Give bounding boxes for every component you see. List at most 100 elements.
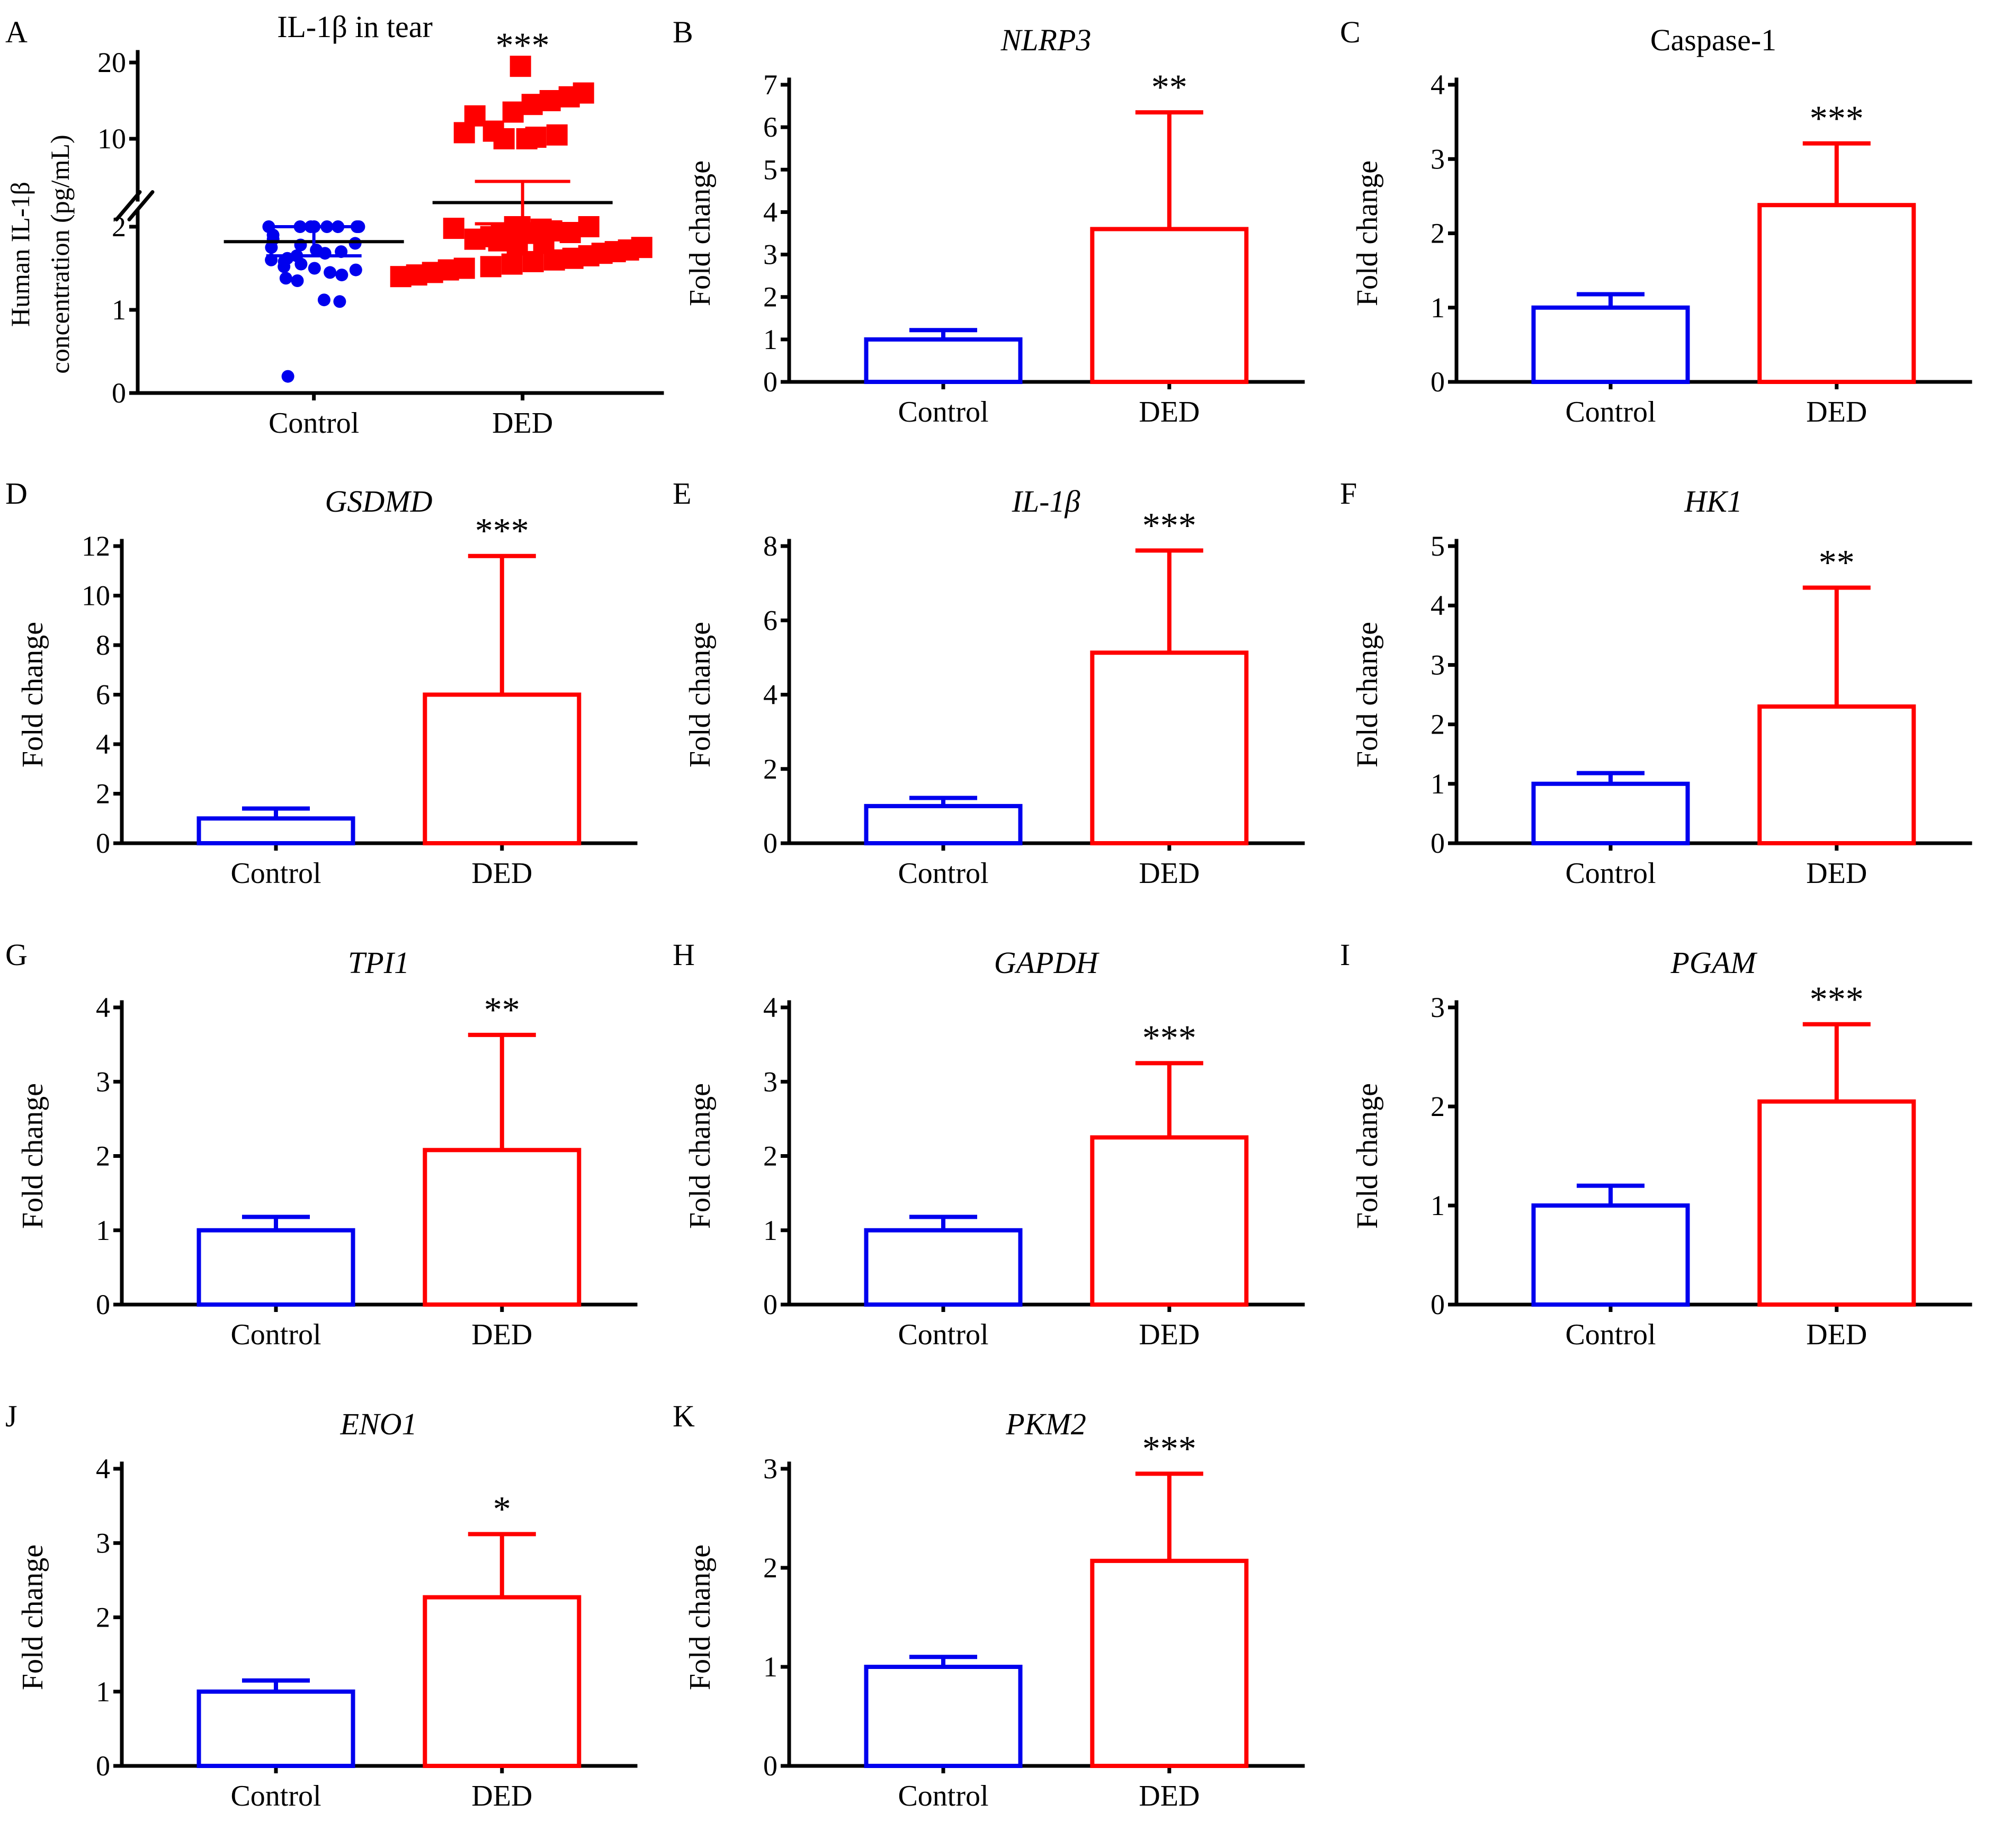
svg-text:Control: Control (1565, 396, 1656, 428)
svg-text:1: 1 (1431, 292, 1445, 324)
svg-text:5: 5 (1431, 530, 1445, 562)
svg-text:1: 1 (1431, 1190, 1445, 1221)
svg-text:DED: DED (471, 1780, 532, 1813)
svg-text:Fold change: Fold change (16, 622, 49, 767)
svg-text:6: 6 (96, 679, 110, 711)
svg-text:**: ** (1151, 67, 1187, 107)
svg-text:4: 4 (96, 728, 110, 760)
svg-text:10: 10 (82, 580, 110, 612)
svg-text:***: *** (1142, 1017, 1196, 1058)
svg-text:4: 4 (763, 196, 777, 228)
svg-text:IL-1β: IL-1β (1012, 484, 1080, 519)
svg-text:DED: DED (471, 1318, 532, 1351)
svg-text:0: 0 (1431, 366, 1445, 398)
svg-text:3: 3 (1431, 992, 1445, 1023)
svg-text:**: ** (484, 989, 520, 1030)
svg-text:Control: Control (898, 1318, 988, 1351)
svg-text:DED: DED (1139, 1318, 1200, 1351)
svg-text:B: B (673, 15, 693, 49)
svg-text:Fold change: Fold change (16, 1083, 49, 1229)
svg-text:20: 20 (97, 47, 126, 78)
svg-text:DED: DED (1806, 396, 1867, 428)
svg-text:DED: DED (1139, 857, 1200, 890)
svg-text:12: 12 (82, 530, 110, 562)
svg-text:1: 1 (1431, 768, 1445, 800)
svg-text:Control: Control (1565, 857, 1656, 890)
svg-text:I: I (1340, 938, 1350, 972)
svg-text:4: 4 (96, 1453, 110, 1485)
svg-text:0: 0 (1431, 1289, 1445, 1320)
svg-text:Fold change: Fold change (684, 1083, 717, 1229)
svg-text:GSDMD: GSDMD (325, 484, 433, 519)
svg-text:Control: Control (230, 857, 321, 890)
svg-text:***: *** (1142, 505, 1196, 545)
svg-text:8: 8 (96, 629, 110, 661)
svg-text:DED: DED (1139, 396, 1200, 428)
svg-text:Fold change: Fold change (684, 622, 717, 767)
svg-text:2: 2 (1431, 218, 1445, 249)
svg-text:ENO1: ENO1 (340, 1407, 417, 1441)
svg-text:DED: DED (471, 857, 532, 890)
svg-text:D: D (5, 476, 28, 511)
svg-text:2: 2 (763, 1552, 777, 1584)
svg-text:0: 0 (763, 1750, 777, 1782)
svg-text:3: 3 (1431, 649, 1445, 681)
svg-text:Control: Control (230, 1318, 321, 1351)
svg-text:1: 1 (763, 1651, 777, 1683)
svg-text:0: 0 (112, 377, 126, 409)
svg-text:4: 4 (1431, 69, 1445, 101)
svg-text:0: 0 (763, 827, 777, 859)
svg-text:Fold change: Fold change (1351, 622, 1384, 767)
svg-text:Human IL-1β: Human IL-1β (5, 182, 35, 327)
svg-text:0: 0 (96, 827, 110, 859)
svg-text:HK1: HK1 (1684, 484, 1742, 519)
svg-text:1: 1 (96, 1676, 110, 1708)
svg-text:2: 2 (96, 1602, 110, 1633)
svg-text:4: 4 (763, 679, 777, 711)
svg-text:0: 0 (763, 366, 777, 398)
svg-text:Control: Control (898, 1780, 988, 1813)
svg-text:3: 3 (96, 1066, 110, 1097)
svg-text:***: *** (1810, 98, 1864, 138)
svg-text:DED: DED (1806, 857, 1867, 890)
svg-text:Caspase-1: Caspase-1 (1650, 23, 1776, 57)
svg-text:K: K (673, 1399, 695, 1433)
svg-text:Fold change: Fold change (684, 1545, 717, 1690)
svg-text:2: 2 (1431, 709, 1445, 740)
svg-text:IL-1β in tear: IL-1β in tear (277, 10, 433, 44)
svg-text:E: E (673, 476, 691, 511)
svg-text:6: 6 (763, 111, 777, 143)
svg-text:7: 7 (763, 69, 777, 101)
svg-text:3: 3 (96, 1527, 110, 1559)
svg-text:DED: DED (1139, 1780, 1200, 1813)
svg-text:8: 8 (763, 530, 777, 562)
svg-text:PGAM: PGAM (1670, 945, 1757, 980)
svg-text:3: 3 (1431, 143, 1445, 175)
svg-text:C: C (1340, 15, 1361, 49)
svg-text:**: ** (1819, 542, 1855, 583)
svg-text:4: 4 (1431, 590, 1445, 621)
svg-text:A: A (5, 15, 28, 49)
svg-text:F: F (1340, 476, 1357, 511)
svg-text:10: 10 (97, 123, 126, 155)
svg-text:0: 0 (96, 1750, 110, 1782)
svg-text:0: 0 (1431, 827, 1445, 859)
svg-text:3: 3 (763, 239, 777, 271)
svg-text:2: 2 (112, 211, 126, 243)
svg-text:Control: Control (898, 857, 988, 890)
svg-text:0: 0 (763, 1289, 777, 1320)
svg-text:TPI1: TPI1 (348, 945, 409, 980)
svg-text:2: 2 (763, 1140, 777, 1172)
svg-text:2: 2 (763, 753, 777, 785)
svg-text:Control: Control (1565, 1318, 1656, 1351)
svg-text:4: 4 (96, 992, 110, 1023)
svg-text:0: 0 (96, 1289, 110, 1320)
svg-text:Fold change: Fold change (16, 1545, 49, 1690)
svg-text:H: H (673, 938, 695, 972)
svg-text:***: *** (496, 25, 550, 65)
svg-text:G: G (5, 938, 28, 972)
svg-text:PKM2: PKM2 (1005, 1407, 1086, 1441)
svg-text:Fold change: Fold change (1351, 1083, 1384, 1229)
svg-text:4: 4 (763, 992, 777, 1023)
svg-text:***: *** (475, 511, 529, 551)
